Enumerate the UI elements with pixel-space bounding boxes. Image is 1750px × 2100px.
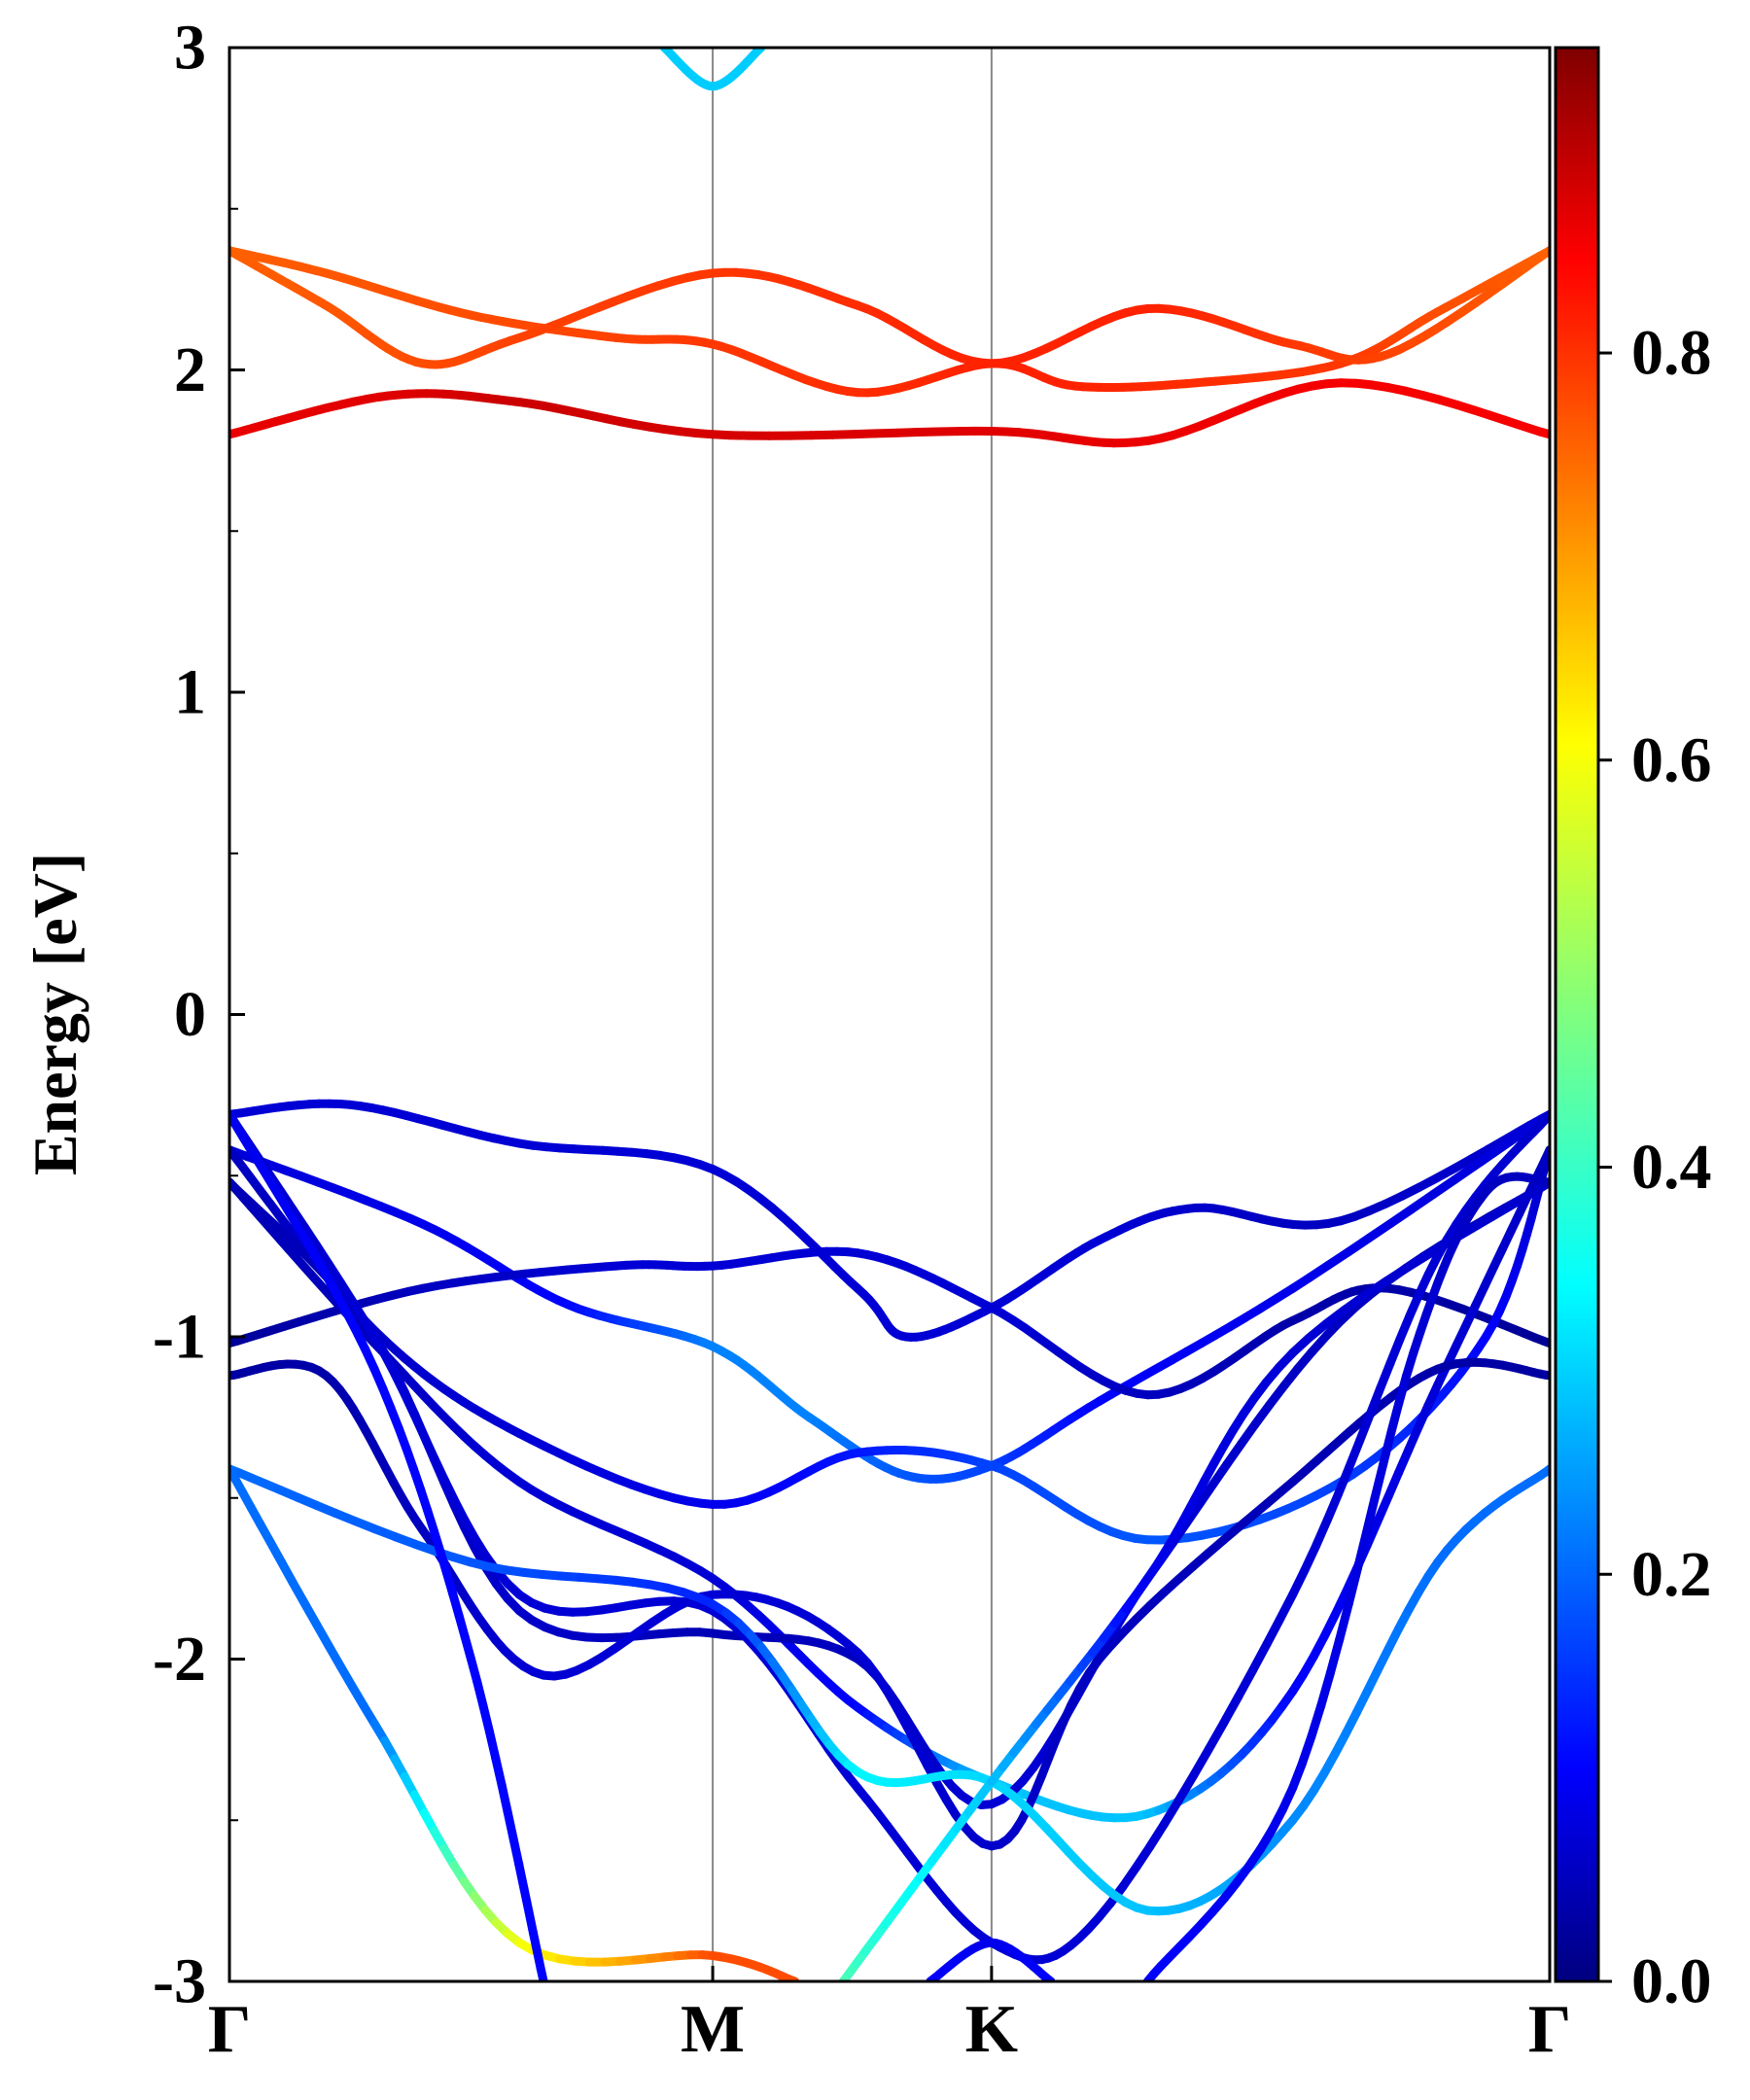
band-12-segment <box>1219 1692 1243 1728</box>
band-12-segment <box>1234 1665 1258 1701</box>
band-12-segment <box>1312 1515 1332 1551</box>
band-18 <box>1142 1172 1550 1981</box>
band-6 <box>229 1109 1550 1484</box>
band-lines <box>229 48 1550 1981</box>
band-7 <box>229 1246 1550 1400</box>
band-12-segment <box>1355 1410 1375 1446</box>
band-16-segment <box>491 1754 507 1790</box>
band-15 <box>838 1177 1550 1981</box>
band-18-segment <box>1344 1563 1362 1609</box>
band-18-segment <box>1386 1398 1404 1437</box>
band-16-segment <box>485 1727 501 1763</box>
band-18-segment <box>1307 1701 1326 1741</box>
band-1 <box>229 378 1550 448</box>
y-tick-label: 3 <box>174 13 206 84</box>
band-12-segment <box>1376 1358 1395 1393</box>
y-axis-ticks: -3 -2 -1 0 1 2 3 <box>153 13 245 2017</box>
band-16 <box>229 1109 548 1981</box>
y-tick-label: -2 <box>153 1624 206 1695</box>
band-18-segment <box>1370 1459 1388 1503</box>
y-tick-label: 0 <box>174 979 206 1050</box>
band-12-segment <box>1345 1436 1365 1472</box>
y-tick-label: -1 <box>153 1302 206 1373</box>
band-12 <box>229 1109 1550 1965</box>
kpoint-label: M <box>681 1992 745 2067</box>
band-9-segment <box>1373 1492 1393 1525</box>
band-12-segment <box>1145 1820 1169 1852</box>
band-12-segment <box>1204 1718 1229 1754</box>
colorbar-tick-label: 0.4 <box>1631 1132 1712 1203</box>
colorbar <box>1554 46 1600 1983</box>
band-9-segment <box>1362 1517 1382 1550</box>
colorbar-tick-label: 0.8 <box>1631 318 1712 389</box>
band-16-segment <box>478 1701 494 1736</box>
colorbar-tick-label: 0.2 <box>1631 1539 1712 1610</box>
y-tick-label: -3 <box>153 1946 206 2017</box>
band-12-segment <box>1159 1796 1183 1829</box>
band-16-segment <box>508 1834 524 1869</box>
band-12-segment <box>1276 1590 1298 1624</box>
y-axis-title: Energy [eV] <box>20 853 89 1175</box>
band-18-segment <box>1394 1372 1411 1408</box>
band-12-segment <box>1334 1462 1354 1498</box>
band-16-segment <box>536 1964 548 1981</box>
band-12-segment <box>1189 1744 1213 1780</box>
band-12-segment <box>1262 1614 1285 1649</box>
band-18-segment <box>1361 1493 1380 1538</box>
colorbar-ticks: 0.0 0.2 0.4 0.6 0.8 <box>1598 318 1712 2017</box>
band-10 <box>229 1177 1550 1809</box>
band-18-segment <box>1335 1599 1353 1644</box>
colorbar-tick-label: 0.6 <box>1631 724 1712 795</box>
k-point-divider-lines <box>712 48 993 1981</box>
band-13 <box>229 1464 1550 1916</box>
band-18-segment <box>1316 1668 1335 1711</box>
band-12-segment <box>1365 1383 1385 1419</box>
band-16-segment <box>503 1807 518 1843</box>
band-11 <box>229 1357 1550 1851</box>
band-18-segment <box>1297 1732 1316 1768</box>
colorbar-tick-label: 0.0 <box>1631 1946 1712 2017</box>
y-tick-label: 2 <box>174 334 206 405</box>
band-12-segment <box>1248 1639 1272 1675</box>
band-12-segment <box>1300 1541 1321 1575</box>
band-8 <box>229 1145 1550 1545</box>
band-18-segment <box>1325 1634 1345 1678</box>
band-12-segment <box>1322 1488 1344 1524</box>
band-17 <box>926 1938 1056 1981</box>
kpoint-label: K <box>965 1992 1018 2067</box>
band-18-segment <box>1379 1427 1396 1469</box>
band-3 <box>229 246 1550 369</box>
band-12-segment <box>1288 1565 1310 1599</box>
band-5 <box>229 1099 1550 1342</box>
band-18-segment <box>1352 1528 1371 1573</box>
kpoint-label: Γ <box>208 1992 252 2067</box>
kpoint-label: Γ <box>1528 1992 1572 2067</box>
band-12-segment <box>1173 1770 1199 1805</box>
y-tick-label: 1 <box>174 657 206 728</box>
band-16-segment <box>497 1780 512 1817</box>
band-4 <box>659 48 766 91</box>
band-14 <box>229 1464 800 1981</box>
